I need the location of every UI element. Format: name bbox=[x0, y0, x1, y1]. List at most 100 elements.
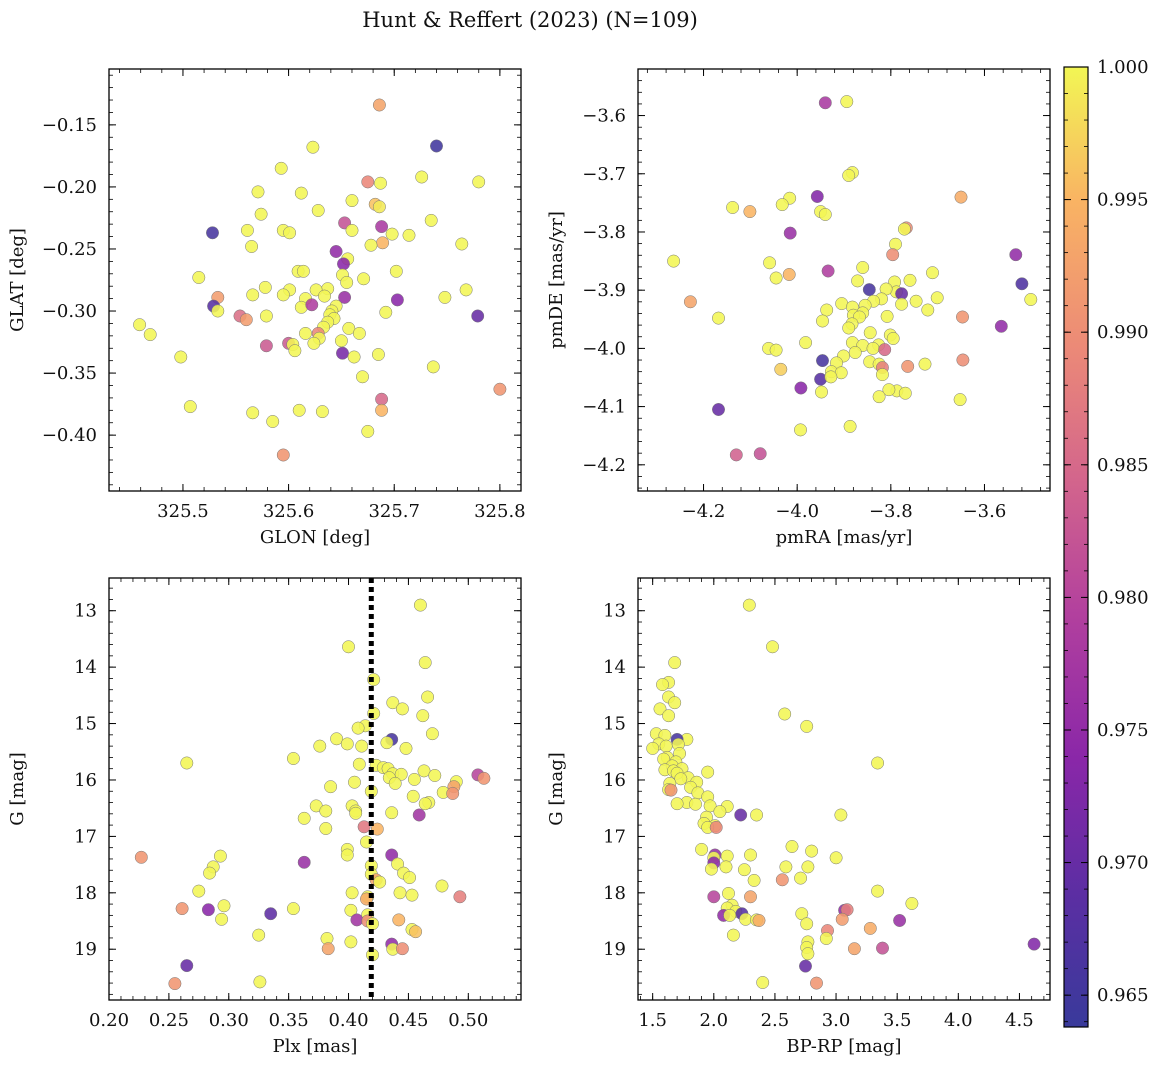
data-point bbox=[670, 797, 684, 811]
data-point bbox=[388, 776, 402, 790]
data-point bbox=[175, 902, 189, 916]
data-point bbox=[435, 879, 449, 893]
data-point bbox=[847, 942, 861, 956]
data-point bbox=[254, 207, 268, 221]
axes-frame bbox=[637, 68, 1051, 492]
data-point bbox=[668, 696, 682, 710]
x-tick-label: 2.0 bbox=[699, 1010, 728, 1031]
data-point bbox=[1009, 248, 1023, 262]
data-point bbox=[330, 732, 344, 746]
data-point bbox=[180, 756, 194, 770]
data-point bbox=[801, 947, 815, 961]
x-tick-label: 325.8 bbox=[474, 501, 526, 522]
data-point bbox=[862, 283, 876, 297]
y-tick-label: −3.6 bbox=[582, 106, 626, 127]
data-point bbox=[818, 208, 832, 221]
data-point bbox=[756, 976, 770, 989]
y-tick-label: 15 bbox=[603, 714, 626, 735]
data-point bbox=[921, 303, 935, 317]
data-point bbox=[168, 977, 182, 991]
x-tick-label: 0.25 bbox=[149, 1010, 189, 1031]
data-point bbox=[779, 860, 793, 874]
data-point bbox=[956, 353, 970, 367]
data-point bbox=[211, 304, 225, 318]
data-point bbox=[340, 737, 354, 751]
data-point bbox=[821, 264, 835, 278]
x-tick-label: 0.30 bbox=[209, 1010, 249, 1031]
y-tick-label: −4.2 bbox=[582, 455, 626, 476]
y-tick-label: −3.7 bbox=[582, 164, 626, 185]
data-point bbox=[307, 336, 321, 350]
data-point bbox=[389, 264, 403, 278]
axes-frame bbox=[108, 577, 522, 1001]
x-tick-label: −4.2 bbox=[682, 501, 726, 522]
y-tick-label: 16 bbox=[74, 770, 97, 791]
data-point bbox=[174, 350, 188, 364]
data-point bbox=[872, 390, 886, 404]
data-point bbox=[801, 860, 815, 874]
x-tick-label: −4.0 bbox=[775, 501, 819, 522]
y-tick-label: 14 bbox=[74, 657, 97, 678]
data-point bbox=[744, 848, 757, 862]
data-point bbox=[340, 848, 354, 862]
data-point bbox=[829, 851, 843, 865]
data-point bbox=[385, 806, 399, 820]
data-point bbox=[239, 313, 253, 327]
data-point bbox=[313, 739, 327, 753]
data-point bbox=[372, 98, 386, 112]
data-point bbox=[726, 201, 740, 214]
x-axis-label: GLON [deg] bbox=[260, 527, 370, 548]
data-point bbox=[347, 350, 361, 364]
data-point bbox=[394, 767, 408, 781]
data-point bbox=[898, 386, 912, 400]
data-point bbox=[134, 850, 148, 864]
data-point bbox=[863, 326, 877, 340]
data-point bbox=[361, 424, 375, 438]
data-point bbox=[903, 273, 917, 287]
data-point bbox=[743, 205, 757, 219]
x-tick-label: −3.8 bbox=[869, 501, 913, 522]
data-point bbox=[659, 739, 673, 753]
data-point bbox=[393, 886, 407, 900]
x-tick-label: 2.5 bbox=[761, 1010, 790, 1031]
colorbar: 0.965 0.970 0.975 0.980 0.985 0.990 0.995 1.000 bbox=[1063, 57, 1149, 1028]
data-point bbox=[352, 326, 366, 340]
axes-frame bbox=[637, 577, 1051, 1001]
data-point bbox=[810, 976, 823, 990]
data-point bbox=[418, 797, 432, 811]
data-point bbox=[726, 928, 740, 942]
data-point bbox=[895, 297, 909, 311]
data-point bbox=[283, 226, 297, 240]
y-tick-label: 19 bbox=[603, 939, 626, 960]
data-point bbox=[769, 271, 783, 285]
data-point bbox=[415, 170, 429, 184]
data-point bbox=[376, 236, 390, 250]
y-axis-label: G [mag] bbox=[546, 752, 567, 825]
x-tick-label: 325.7 bbox=[368, 501, 420, 522]
panel-glon-glat: 325.5 325.6 325.7 325.8 −0.15 −0.20 −0.25 −0.30… bbox=[7, 68, 526, 548]
y-tick-label: −0.35 bbox=[42, 363, 97, 384]
data-point bbox=[143, 328, 157, 342]
data-point bbox=[392, 913, 406, 927]
data-point bbox=[246, 288, 260, 302]
y-tick-label: −0.40 bbox=[42, 425, 97, 446]
data-point bbox=[709, 820, 723, 834]
data-point bbox=[842, 321, 856, 335]
data-point bbox=[805, 844, 819, 858]
data-point bbox=[713, 805, 727, 819]
data-point bbox=[722, 886, 735, 900]
data-point bbox=[407, 772, 421, 786]
data-point bbox=[213, 849, 227, 863]
data-point bbox=[426, 360, 440, 374]
data-point bbox=[742, 598, 756, 612]
data-point bbox=[306, 140, 320, 154]
data-point bbox=[646, 741, 660, 755]
data-point bbox=[729, 448, 743, 462]
data-point bbox=[390, 293, 404, 307]
data-point bbox=[815, 385, 828, 399]
data-point bbox=[769, 343, 783, 357]
data-point bbox=[744, 890, 757, 904]
data-point bbox=[734, 808, 748, 822]
data-point bbox=[876, 941, 889, 955]
y-tick-label: 15 bbox=[74, 714, 97, 735]
